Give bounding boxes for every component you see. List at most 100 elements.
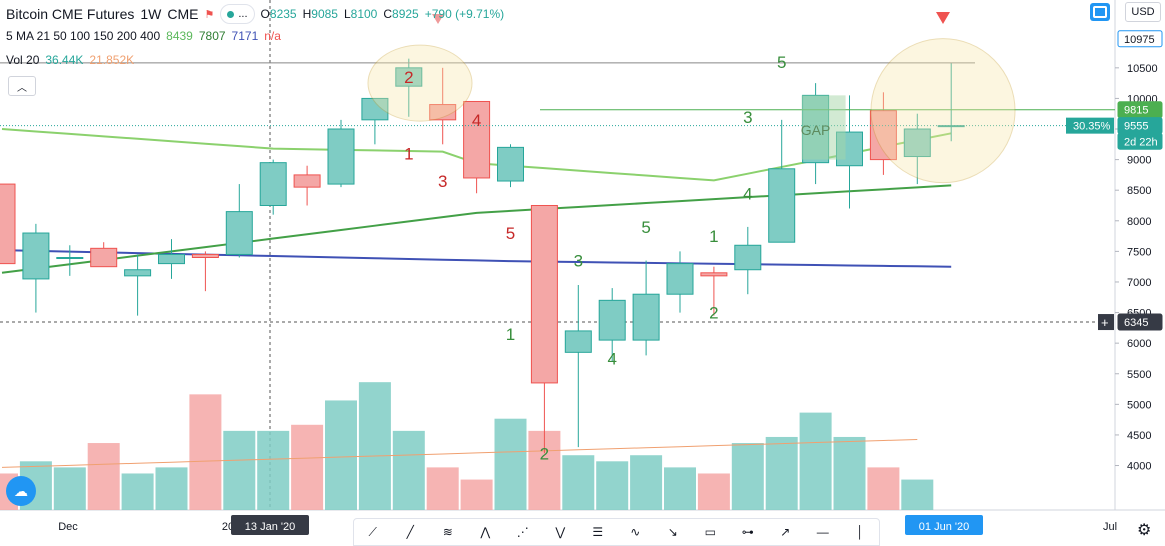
arrow-tool-icon[interactable]: ↘ bbox=[667, 525, 678, 539]
drawing-toolbar: ⟋ ╱ ≋ ⋀ ⋰ ⋁ ☰ ∿ ↘ ▭ ⊶ ↗ — │ bbox=[353, 518, 880, 546]
price-badge-label: 10975 bbox=[1124, 34, 1155, 46]
trendline-tool-icon[interactable]: ⟋ bbox=[368, 524, 377, 539]
wave-tool-icon[interactable]: ∿ bbox=[630, 525, 641, 539]
vertical-line-tool-icon[interactable]: │ bbox=[856, 525, 865, 539]
screenshot-button[interactable] bbox=[1090, 3, 1110, 21]
price-badge bbox=[1117, 313, 1163, 331]
volume-bar bbox=[257, 430, 290, 510]
price-tick-label: 7500 bbox=[1127, 246, 1151, 258]
volume-bar bbox=[596, 461, 629, 510]
ma-value: 7171 bbox=[231, 29, 259, 43]
candle-body bbox=[124, 269, 152, 277]
horizontal-line-tool-icon[interactable]: — bbox=[816, 525, 829, 539]
volume-bar bbox=[799, 412, 832, 510]
candle-body bbox=[191, 253, 219, 259]
price-badge-label: 2d 22h bbox=[1124, 136, 1158, 148]
gap-box bbox=[801, 95, 846, 160]
candle-body bbox=[598, 299, 626, 341]
candle-body bbox=[293, 174, 321, 188]
ma-legend-label: 5 MA 21 50 100 150 200 400 bbox=[6, 29, 161, 43]
candle-body bbox=[395, 67, 423, 87]
candle-body bbox=[632, 293, 660, 341]
wave-label: 3 bbox=[438, 172, 447, 191]
candle-body bbox=[564, 330, 592, 353]
candle-body bbox=[463, 100, 491, 179]
volume-bar bbox=[664, 467, 696, 510]
crosshair-plus-label: + bbox=[1101, 315, 1109, 330]
gear-icon[interactable]: ⚙ bbox=[1137, 522, 1152, 539]
volume-legend[interactable]: Vol 20 36.44K 21.852K bbox=[6, 53, 134, 67]
abcd-tool-icon[interactable]: ⋁ bbox=[555, 525, 566, 539]
volume-legend-label: Vol 20 bbox=[6, 53, 40, 67]
volume-bar bbox=[189, 394, 222, 510]
pattern-tool-icon[interactable]: ⋀ bbox=[480, 525, 491, 539]
candle-body bbox=[361, 97, 389, 121]
candle-body bbox=[768, 168, 796, 243]
rectangle-tool-icon[interactable]: ▭ bbox=[704, 525, 716, 539]
wave-label: 2 bbox=[709, 304, 718, 323]
open-label: O bbox=[260, 7, 270, 21]
ma-legend[interactable]: 5 MA 21 50 100 150 200 400 8439 7807 717… bbox=[6, 29, 281, 43]
collapse-legend-button[interactable]: ︿ bbox=[8, 76, 36, 96]
down-arrow-icon bbox=[936, 12, 950, 24]
candle-body bbox=[158, 253, 185, 265]
volume-value: 36.44K bbox=[45, 53, 84, 67]
candle-body bbox=[530, 204, 558, 384]
high-label: H bbox=[302, 7, 312, 21]
fib-tool-icon[interactable]: ≋ bbox=[442, 525, 453, 539]
time-label: 13 Jan '20 bbox=[245, 521, 295, 533]
elliott-tool-icon[interactable]: ⋰ bbox=[516, 525, 529, 539]
status-dot-icon bbox=[227, 10, 235, 18]
interval[interactable]: 1W bbox=[140, 6, 162, 22]
volume-bar bbox=[426, 467, 459, 510]
open-value: 8235 bbox=[269, 7, 297, 21]
percent-badge-label: 30.35% bbox=[1073, 121, 1111, 133]
legend-title: Bitcoin CME Futures 1W CME ⚑ ... O8235 H… bbox=[6, 4, 504, 24]
exchange: CME bbox=[167, 6, 199, 22]
volume-bar bbox=[325, 400, 357, 510]
candle-body bbox=[666, 263, 694, 295]
ray-tool-icon[interactable]: ╱ bbox=[406, 525, 414, 539]
ma-line-blue bbox=[1, 249, 952, 268]
volume-ma-value: 21.852K bbox=[89, 53, 135, 67]
ellipsis-icon: ... bbox=[238, 8, 248, 20]
price-tick-label: 4500 bbox=[1127, 430, 1151, 442]
price-tick-label: 4000 bbox=[1127, 461, 1151, 473]
highlight-circle bbox=[367, 44, 473, 122]
arrow-up-tool-icon[interactable]: ↗ bbox=[780, 525, 791, 539]
measure-tool-icon[interactable]: ⊶ bbox=[741, 525, 754, 539]
wave-label: 3 bbox=[574, 252, 583, 271]
flag-icon[interactable]: ⚑ bbox=[204, 8, 215, 21]
candle-body bbox=[225, 211, 253, 255]
tradingview-logo-icon[interactable]: ☁ bbox=[6, 476, 36, 506]
lines-tool-icon[interactable]: ☰ bbox=[592, 525, 604, 539]
volume-bar bbox=[291, 424, 324, 510]
status-pill[interactable]: ... bbox=[220, 4, 255, 24]
frame-icon bbox=[1093, 6, 1107, 18]
volume-bar bbox=[867, 467, 900, 510]
candle-body bbox=[903, 128, 931, 158]
currency-button[interactable]: USD bbox=[1125, 2, 1161, 22]
candle-body bbox=[869, 110, 897, 161]
candle-body bbox=[90, 247, 118, 268]
candle-body bbox=[429, 104, 457, 121]
highlight-circle bbox=[870, 38, 1016, 184]
volume-bar bbox=[460, 479, 493, 510]
wave-label: 2 bbox=[404, 68, 413, 87]
price-badge bbox=[1117, 132, 1163, 150]
high-value: 9085 bbox=[311, 7, 338, 21]
symbol-name[interactable]: Bitcoin CME Futures bbox=[6, 6, 135, 22]
price-tick-label: 5000 bbox=[1127, 399, 1151, 411]
time-label: Jul bbox=[1103, 521, 1117, 533]
volume-bar bbox=[901, 479, 934, 510]
wave-label: 4 bbox=[743, 184, 752, 203]
wave-label: 4 bbox=[607, 350, 616, 369]
volume-bar bbox=[53, 467, 86, 510]
candle-body bbox=[259, 162, 287, 206]
candle-body bbox=[734, 244, 762, 271]
volume-bar bbox=[697, 473, 730, 510]
candle-body bbox=[497, 146, 524, 182]
price-tick-label: 5500 bbox=[1127, 369, 1151, 381]
crosshair-plus-icon bbox=[1098, 314, 1114, 331]
